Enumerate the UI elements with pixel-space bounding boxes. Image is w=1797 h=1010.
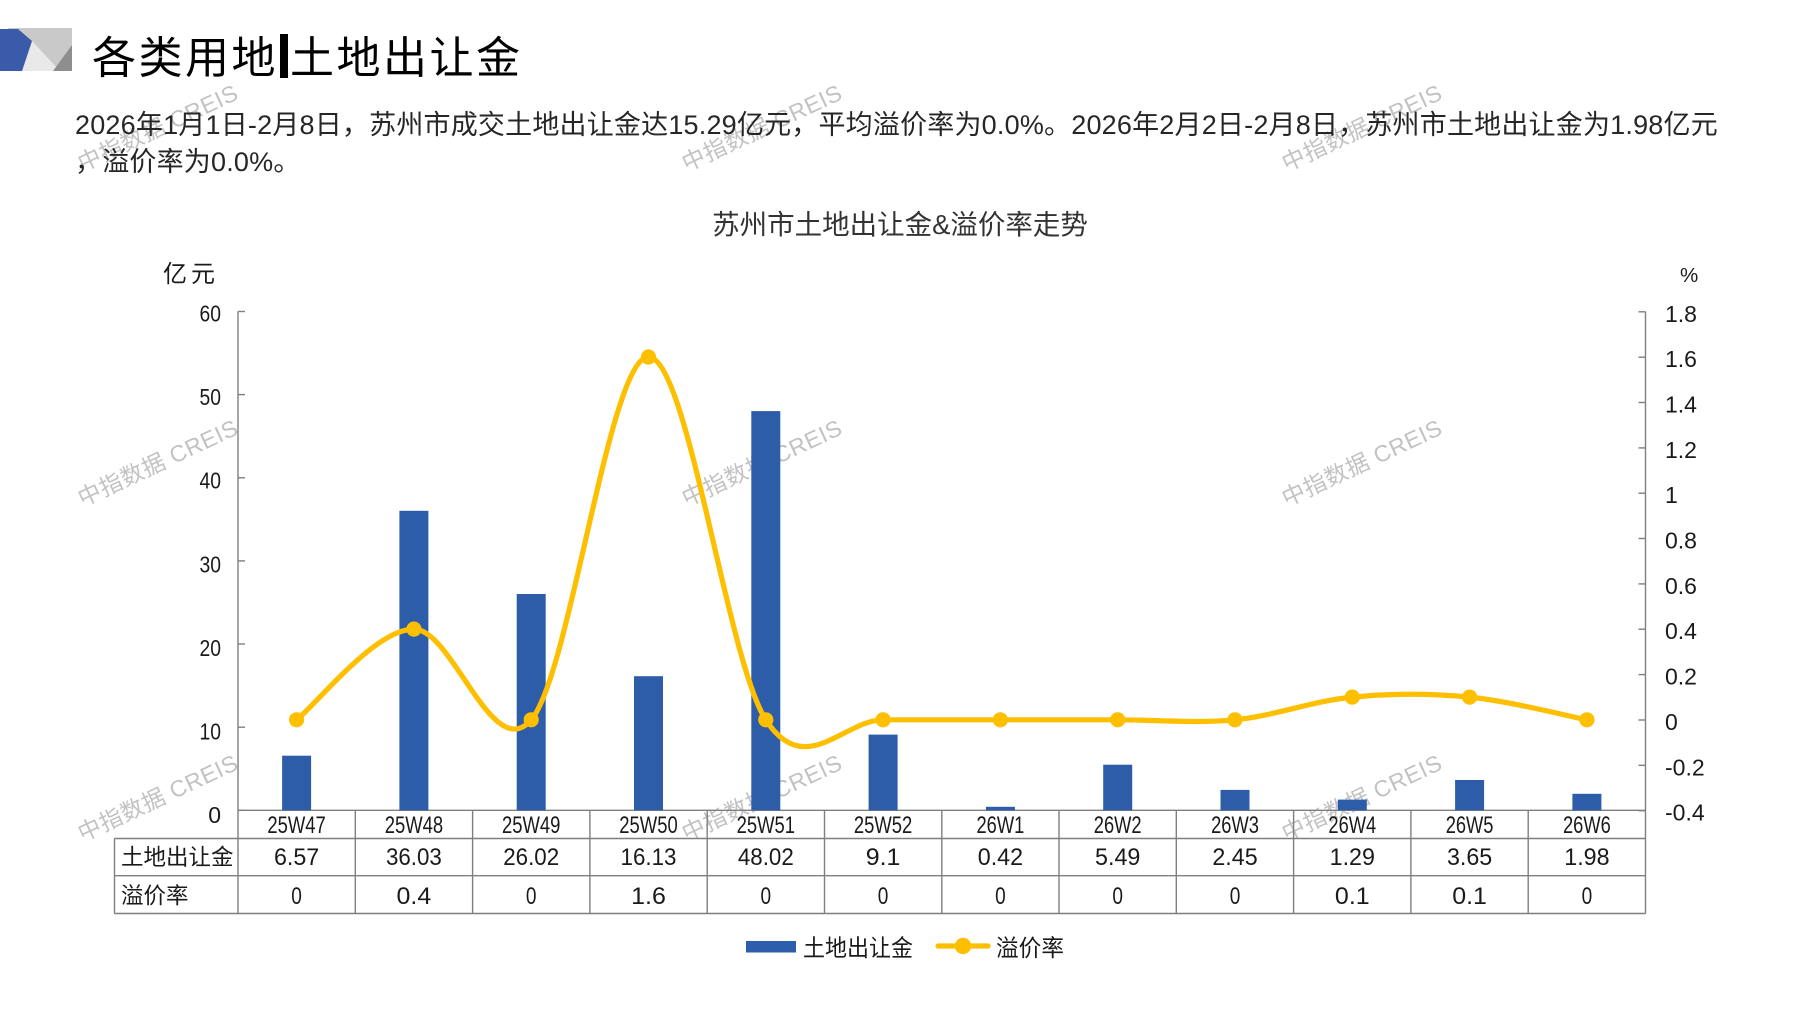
svg-text:1.6: 1.6: [1665, 346, 1697, 372]
svg-text:40: 40: [200, 468, 222, 494]
svg-text:50: 50: [200, 384, 222, 410]
svg-text:25W51: 25W51: [737, 812, 795, 839]
svg-text:苏州市土地出让金&溢价率走势: 苏州市土地出让金&溢价率走势: [712, 209, 1088, 240]
svg-text:1.8: 1.8: [1665, 301, 1697, 327]
svg-text:土地出让金: 土地出让金: [121, 845, 234, 870]
svg-text:0: 0: [526, 883, 537, 910]
svg-text:溢价率: 溢价率: [996, 935, 1064, 961]
svg-text:0: 0: [208, 802, 221, 828]
svg-text:20: 20: [200, 635, 222, 661]
svg-text:土地出让金: 土地出让金: [803, 935, 913, 961]
svg-text:26W6: 26W6: [1563, 812, 1611, 839]
svg-text:26W5: 26W5: [1446, 812, 1494, 839]
svg-text:0: 0: [1230, 883, 1241, 910]
svg-text:25W49: 25W49: [502, 812, 560, 839]
svg-text:0.4: 0.4: [397, 883, 432, 910]
svg-text:1.6: 1.6: [631, 883, 666, 910]
svg-text:25W48: 25W48: [385, 812, 443, 839]
svg-text:5.49: 5.49: [1095, 844, 1140, 871]
svg-text:25W52: 25W52: [854, 812, 912, 839]
svg-text:0.1: 0.1: [1452, 883, 1487, 910]
svg-text:亿元: 亿元: [163, 261, 219, 288]
svg-text:2.45: 2.45: [1212, 844, 1257, 871]
svg-text:-0.2: -0.2: [1665, 754, 1705, 780]
svg-text:48.02: 48.02: [738, 844, 794, 871]
svg-text:0.8: 0.8: [1665, 528, 1697, 554]
svg-text:26W2: 26W2: [1094, 812, 1142, 839]
svg-text:0.4: 0.4: [1665, 618, 1697, 644]
svg-text:0.6: 0.6: [1665, 573, 1697, 599]
svg-text:0: 0: [995, 883, 1006, 910]
svg-text:0: 0: [291, 883, 302, 910]
svg-text:1.29: 1.29: [1330, 844, 1375, 871]
svg-text:3.65: 3.65: [1447, 844, 1492, 871]
svg-text:10: 10: [200, 719, 222, 745]
svg-text:0: 0: [878, 883, 889, 910]
svg-text:1.2: 1.2: [1665, 437, 1697, 463]
svg-text:1.4: 1.4: [1665, 392, 1697, 418]
svg-text:16.13: 16.13: [621, 844, 677, 871]
svg-text:9.1: 9.1: [866, 844, 901, 871]
svg-text:0.1: 0.1: [1335, 883, 1370, 910]
svg-text:0: 0: [1665, 709, 1678, 735]
svg-text:1.98: 1.98: [1564, 844, 1609, 871]
svg-text:25W47: 25W47: [267, 812, 325, 839]
svg-text:0: 0: [761, 883, 772, 910]
svg-text:6.57: 6.57: [274, 844, 319, 871]
svg-text:溢价率: 溢价率: [121, 884, 189, 909]
svg-text:26W1: 26W1: [977, 812, 1025, 839]
svg-text:36.03: 36.03: [386, 844, 442, 871]
svg-text:0.2: 0.2: [1665, 664, 1697, 690]
svg-text:0: 0: [1582, 883, 1593, 910]
svg-text:26.02: 26.02: [503, 844, 559, 871]
svg-text:1: 1: [1665, 482, 1678, 508]
svg-text:30: 30: [200, 551, 222, 577]
svg-text:26W3: 26W3: [1211, 812, 1259, 839]
svg-text:-0.4: -0.4: [1665, 800, 1705, 826]
svg-text:0: 0: [1112, 883, 1123, 910]
svg-text:26W4: 26W4: [1328, 812, 1376, 839]
svg-text:%: %: [1680, 264, 1698, 287]
svg-text:60: 60: [200, 301, 222, 327]
svg-text:0.42: 0.42: [978, 844, 1023, 871]
svg-text:25W50: 25W50: [619, 812, 677, 839]
